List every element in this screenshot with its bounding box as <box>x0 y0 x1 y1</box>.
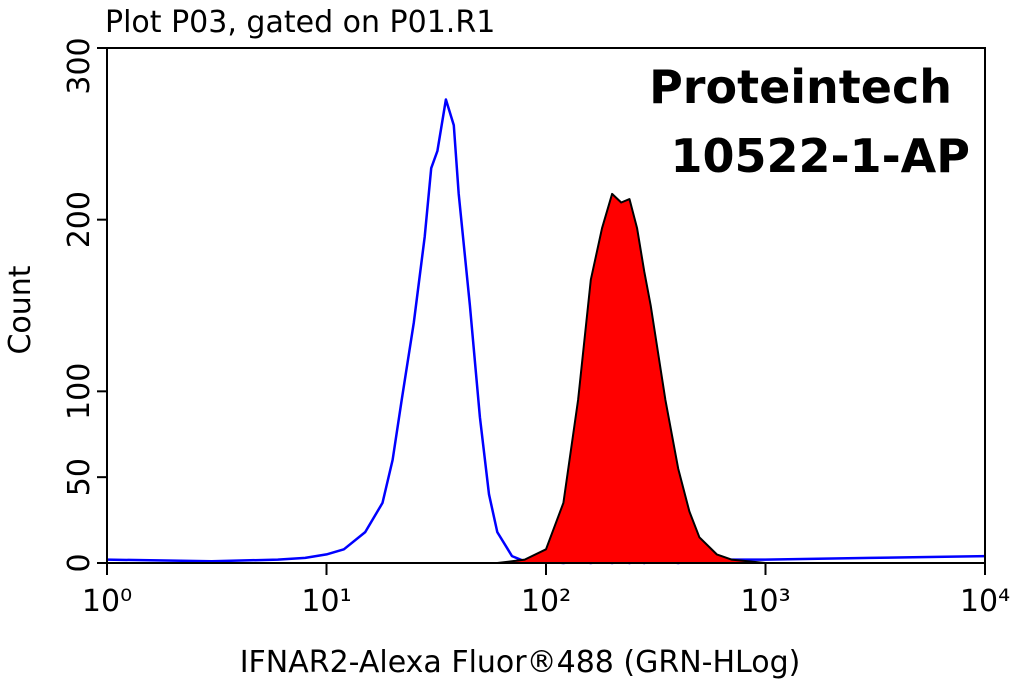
y-tick-label: 50 <box>62 458 97 496</box>
y-tick-label: 0 <box>62 553 97 572</box>
y-tick-label: 100 <box>62 363 97 420</box>
x-axis-label: IFNAR2-Alexa Fluor®488 (GRN-HLog) <box>240 645 801 680</box>
x-tick-label: 10⁰ <box>82 584 132 619</box>
x-tick-label: 10¹ <box>301 584 351 619</box>
annotation: 10522-1-AP <box>670 129 970 183</box>
y-tick-label: 300 <box>62 37 97 94</box>
y-axis-label: Count <box>3 265 38 354</box>
x-tick-label: 10⁴ <box>960 584 1010 619</box>
histogram-area <box>106 192 986 564</box>
chart-title: Plot P03, gated on P01.R1 <box>105 5 495 40</box>
x-tick-label: 10³ <box>740 584 790 619</box>
annotation: Proteintech <box>649 60 952 114</box>
x-tick-label: 10² <box>521 584 571 619</box>
plot-frame <box>106 47 986 564</box>
y-tick-label: 200 <box>62 191 97 248</box>
